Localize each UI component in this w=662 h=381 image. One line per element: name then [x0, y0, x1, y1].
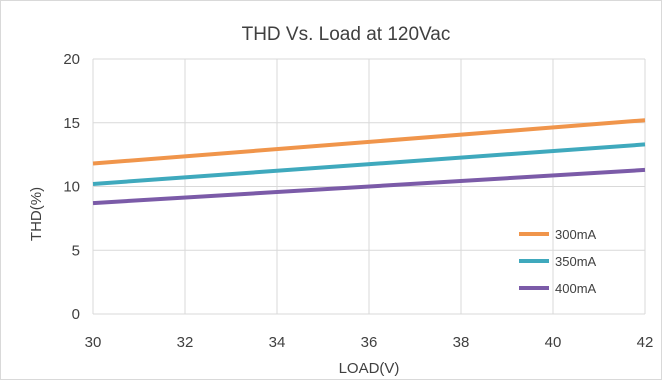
- x-axis-label: LOAD(V): [339, 360, 400, 377]
- y-tick-label: 0: [72, 306, 80, 323]
- y-tick-label: 5: [72, 242, 80, 259]
- x-tick-label: 34: [269, 334, 286, 351]
- legend: 300mA 350mA 400mA: [519, 227, 597, 296]
- legend-label-350ma: 350mA: [555, 254, 597, 269]
- x-tick-label: 42: [637, 334, 654, 351]
- x-tick-label: 40: [545, 334, 562, 351]
- x-tick-label: 30: [85, 334, 102, 351]
- series-layer: [92, 118, 646, 206]
- series-line-400ma: [92, 167, 646, 206]
- x-tick-label: 36: [361, 334, 378, 351]
- grid-layer: [92, 58, 646, 315]
- legend-label-300ma: 300mA: [555, 227, 597, 242]
- legend-label-400ma: 400mA: [555, 281, 597, 296]
- tick-layer: 30 32 34 36 38 40 42 0 5 10 15 20: [63, 51, 653, 351]
- y-axis-label: THD(%): [28, 187, 45, 241]
- series-line-350ma: [92, 142, 646, 186]
- series-line-300ma: [92, 118, 646, 166]
- y-tick-label: 20: [63, 51, 80, 68]
- chart-title: THD Vs. Load at 120Vac: [242, 24, 451, 45]
- y-tick-label: 15: [63, 115, 80, 132]
- x-tick-label: 38: [453, 334, 470, 351]
- x-tick-label: 32: [177, 334, 194, 351]
- y-tick-label: 10: [63, 179, 80, 196]
